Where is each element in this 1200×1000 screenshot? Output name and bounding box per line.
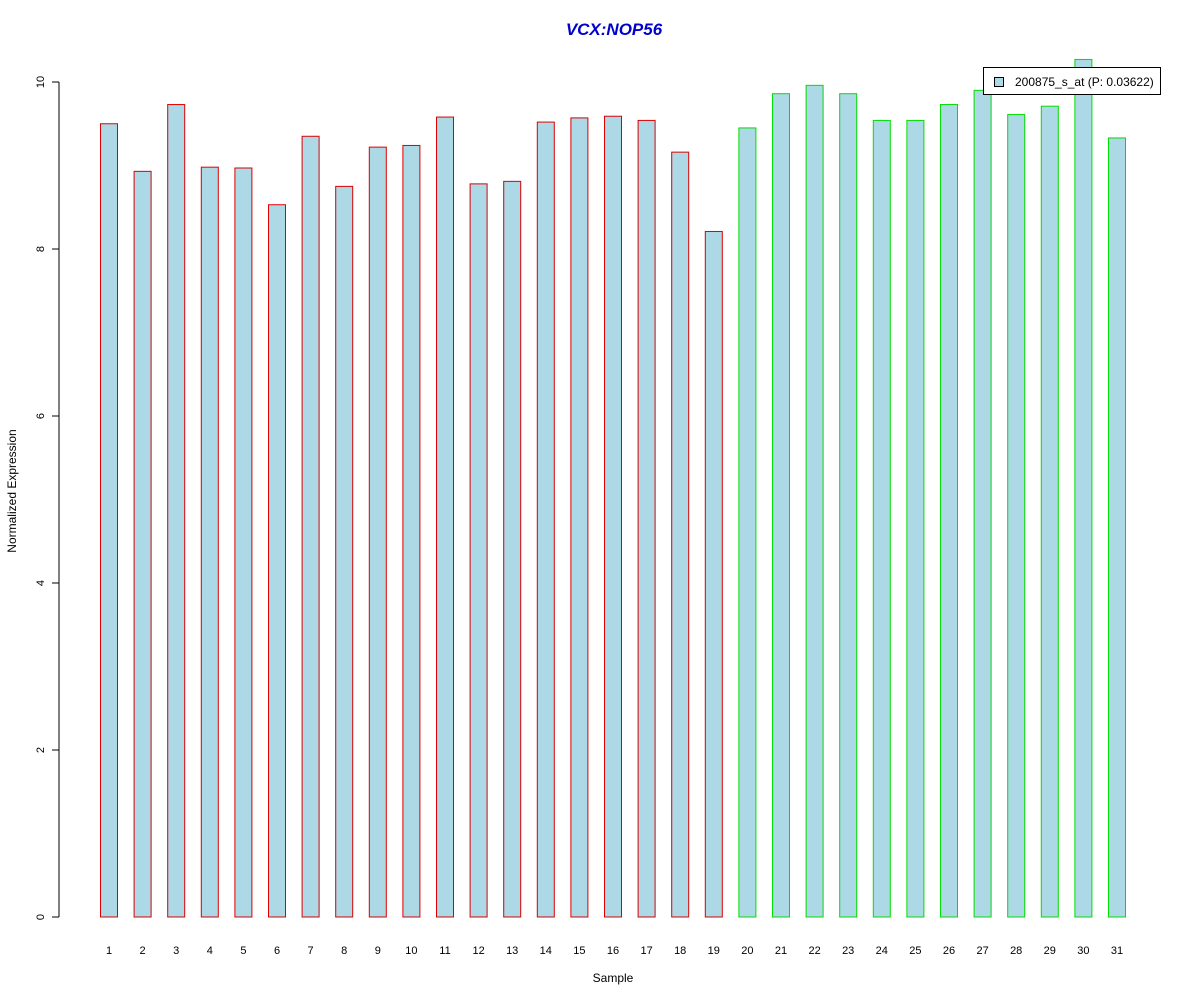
bar-sample-19 <box>704 230 723 918</box>
bar-sample-31 <box>1108 137 1126 918</box>
x-tick-label: 18 <box>674 945 686 957</box>
bar-sample-21 <box>772 93 790 918</box>
x-tick-label: 9 <box>375 945 381 957</box>
bar-sample-30 <box>1074 58 1093 918</box>
bar-sample-27 <box>973 89 992 918</box>
x-tick-label: 10 <box>405 945 417 957</box>
x-tick-label: 31 <box>1111 945 1123 957</box>
x-tick-label: 12 <box>472 945 484 957</box>
x-tick-label: 5 <box>240 945 246 957</box>
x-tick-label: 14 <box>540 945 552 957</box>
bar-sample-17 <box>637 119 656 918</box>
bar-sample-13 <box>503 180 522 918</box>
x-axis-label: Sample <box>592 971 634 985</box>
y-axis-label: Normalized Expression <box>5 429 19 553</box>
bar-sample-12 <box>469 183 488 918</box>
x-tick-label: 13 <box>506 945 518 957</box>
x-tick-label: 29 <box>1044 945 1056 957</box>
bar-sample-11 <box>436 116 454 918</box>
bar-sample-23 <box>839 93 858 918</box>
bar-sample-3 <box>167 104 186 918</box>
bar-sample-22 <box>805 84 824 918</box>
x-tick-label: 23 <box>842 945 854 957</box>
bar-sample-4 <box>200 166 219 918</box>
bar-sample-15 <box>570 117 589 918</box>
x-tick-label: 8 <box>341 945 347 957</box>
bar-sample-20 <box>738 127 757 918</box>
x-tick-label: 20 <box>741 945 753 957</box>
bar-sample-1 <box>100 123 118 918</box>
bar-sample-26 <box>940 104 958 918</box>
x-tick-label: 22 <box>808 945 820 957</box>
x-tick-label: 21 <box>775 945 787 957</box>
bar-sample-9 <box>368 146 387 918</box>
bar-sample-10 <box>402 144 421 918</box>
x-tick-label: 27 <box>976 945 988 957</box>
bar-sample-24 <box>872 119 891 918</box>
bar-sample-5 <box>234 167 253 918</box>
bar-sample-25 <box>906 119 925 918</box>
legend: 200875_s_at (P: 0.03622) <box>983 67 1161 95</box>
x-tick-label: 7 <box>308 945 314 957</box>
legend-swatch <box>994 77 1004 87</box>
x-tick-label: 30 <box>1077 945 1089 957</box>
x-tick-label: 6 <box>274 945 280 957</box>
bar-sample-8 <box>335 185 354 918</box>
chart-title: VCX:NOP56 <box>565 20 663 39</box>
x-tick-label: 2 <box>140 945 146 957</box>
x-tick-label: 25 <box>909 945 921 957</box>
x-tick-label: 15 <box>573 945 585 957</box>
bar-sample-29 <box>1040 105 1059 918</box>
legend-label: 200875_s_at (P: 0.03622) <box>1015 75 1154 89</box>
x-tick-label: 28 <box>1010 945 1022 957</box>
y-tick-label: 0 <box>35 914 47 920</box>
y-tick-label: 8 <box>35 246 47 252</box>
x-tick-label: 1 <box>106 945 112 957</box>
x-tick-label: 24 <box>876 945 888 957</box>
x-tick-label: 3 <box>173 945 179 957</box>
bar-sample-6 <box>268 204 286 918</box>
bar-sample-7 <box>301 135 320 918</box>
bar-sample-18 <box>671 151 690 918</box>
x-tick-label: 11 <box>439 945 450 957</box>
y-tick-label: 10 <box>35 76 47 88</box>
bar-sample-16 <box>604 115 622 918</box>
bar-sample-2 <box>133 170 152 918</box>
bar-sample-28 <box>1007 114 1026 918</box>
bar-sample-14 <box>536 121 555 918</box>
x-tick-label: 16 <box>607 945 619 957</box>
x-tick-label: 19 <box>708 945 720 957</box>
x-tick-label: 4 <box>207 945 213 957</box>
y-tick-label: 4 <box>35 580 47 586</box>
y-tick-label: 6 <box>35 413 47 419</box>
x-tick-label: 26 <box>943 945 955 957</box>
y-tick-label: 2 <box>35 747 47 753</box>
x-tick-label: 17 <box>640 945 652 957</box>
